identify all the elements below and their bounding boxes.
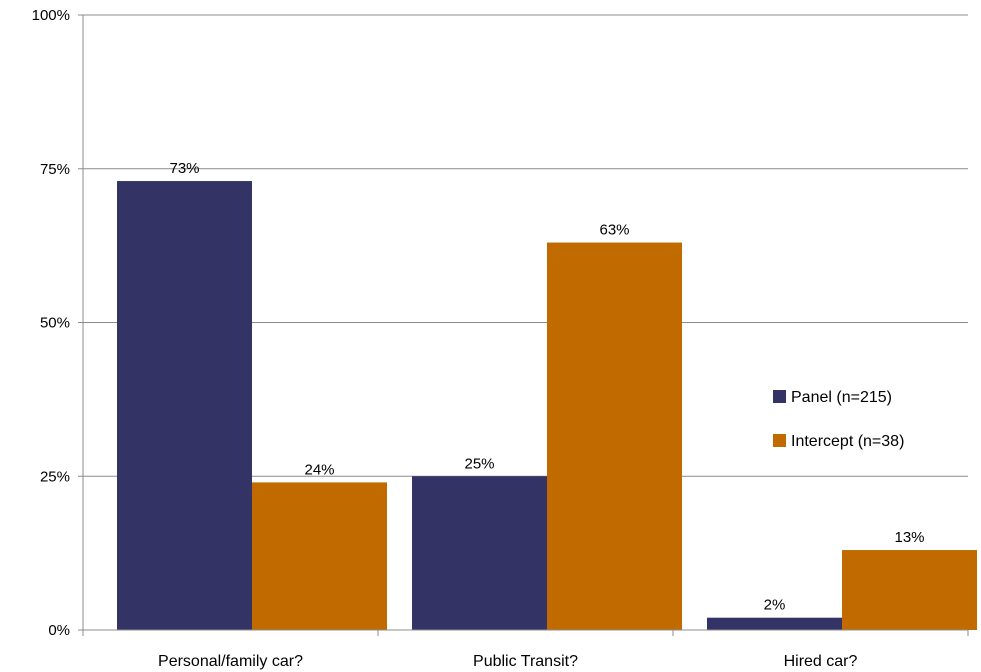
- bar: [707, 617, 842, 630]
- data-label: 2%: [764, 597, 786, 614]
- y-tick-label: 50%: [40, 315, 70, 332]
- y-tick-label: 75%: [40, 161, 70, 178]
- category-label: Public Transit?: [473, 653, 578, 670]
- bar: [252, 482, 387, 630]
- bar: [412, 476, 547, 630]
- y-tick-label: 25%: [40, 468, 70, 485]
- legend-swatch: [773, 434, 786, 447]
- data-label: 13%: [894, 529, 924, 546]
- data-label: 25%: [464, 455, 494, 472]
- data-label: 73%: [169, 160, 199, 177]
- y-tick-label: 0%: [48, 622, 70, 639]
- bar: [842, 550, 977, 630]
- legend-swatch: [773, 390, 786, 403]
- legend-label: Intercept (n=38): [791, 433, 904, 450]
- bar: [547, 242, 682, 631]
- legend-label: Panel (n=215): [791, 389, 892, 406]
- axes: [82, 15, 969, 636]
- data-label: 63%: [599, 222, 629, 239]
- legend: Panel (n=215) Intercept (n=38): [773, 389, 904, 450]
- data-label: 24%: [304, 461, 334, 478]
- bars: [117, 181, 977, 631]
- category-labels: Personal/family car? Public Transit? Hired…: [158, 653, 857, 670]
- category-label: Hired car?: [784, 653, 858, 670]
- y-tick-label: 100%: [32, 7, 70, 24]
- bar: [117, 181, 252, 631]
- y-axis-ticks: 0% 25% 50% 75% 100%: [32, 7, 83, 639]
- category-label: Personal/family car?: [158, 653, 303, 670]
- data-labels: 73% 24% 25% 63% 2% 13%: [169, 160, 924, 614]
